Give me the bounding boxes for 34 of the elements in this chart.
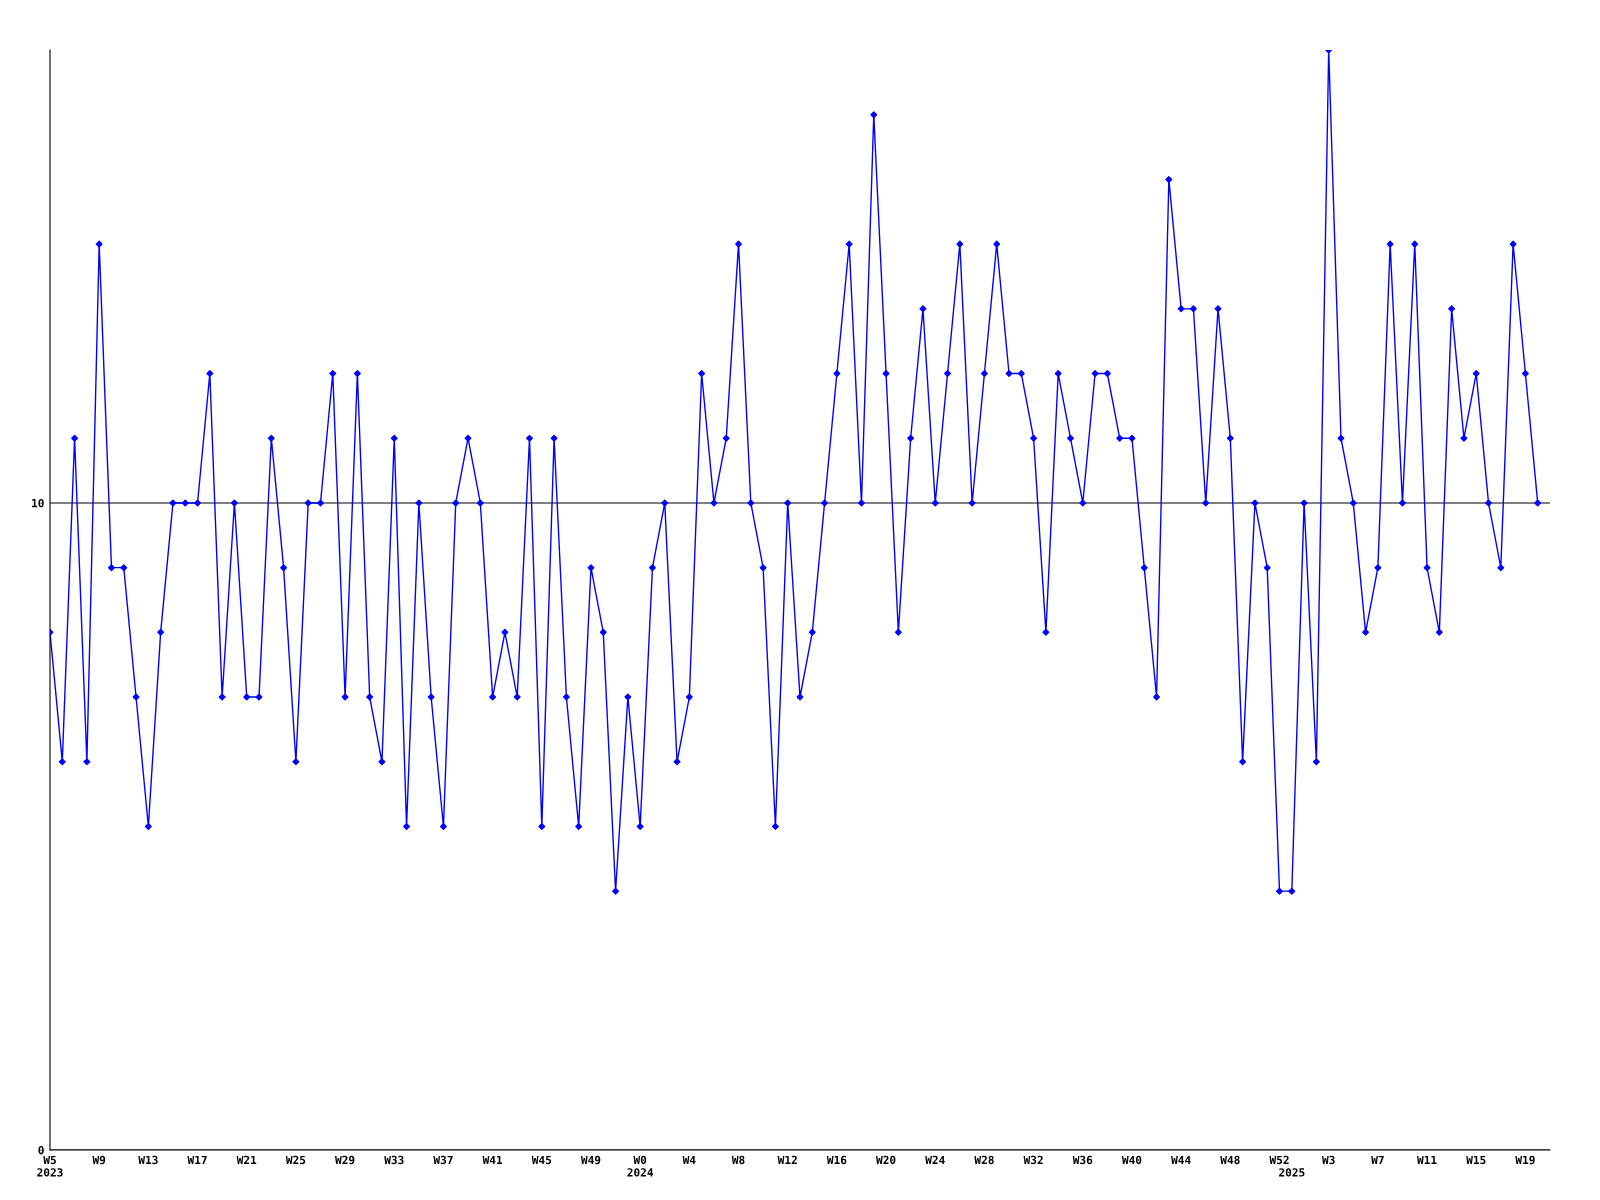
y-tick-label: 0 — [38, 1145, 44, 1155]
x-tick-label: 2025 — [1279, 1168, 1305, 1177]
x-tick-label: W5 2023 — [37, 1155, 63, 1177]
x-tick-label: W17 — [187, 1155, 207, 1164]
x-tick-label: W29 — [335, 1155, 355, 1165]
x-tick-label: W20 — [876, 1155, 896, 1165]
x-tick-label: W3 — [1322, 1155, 1335, 1165]
x-tick-label: W0 2024 — [627, 1155, 654, 1177]
x-tick-label: W13 — [138, 1155, 158, 1165]
x-tick-label: W7 — [1371, 1155, 1384, 1164]
x-tick-label: W44 — [1171, 1155, 1191, 1164]
x-tick-label: W16 — [826, 1155, 847, 1165]
x-tick-label: W11 — [1417, 1155, 1437, 1164]
x-tick-label: W21 — [236, 1155, 257, 1164]
x-tick-label: W15 — [1466, 1155, 1486, 1165]
x-tick-label: W33 — [384, 1155, 404, 1165]
x-tick-label: W8 — [731, 1155, 745, 1165]
y-tick-label: 10 — [32, 498, 44, 508]
x-tick-label: W19 — [1515, 1155, 1535, 1165]
x-tick-label: W36 — [1072, 1155, 1093, 1165]
x-tick-label: W49 — [580, 1155, 601, 1165]
x-tick-label: W52 — [1269, 1155, 1289, 1165]
x-tick-label: W4 — [682, 1155, 696, 1164]
x-tick-label: W48 — [1220, 1155, 1240, 1165]
x-tick-label: W32 — [1023, 1155, 1043, 1165]
x-tick-label: W9 — [92, 1155, 106, 1165]
x-tick-label: W45 — [531, 1155, 552, 1165]
x-tick-label: W25 — [285, 1155, 306, 1165]
x-tick-label: W12 — [777, 1155, 797, 1164]
x-tick-label: W28 — [974, 1155, 994, 1165]
x-tick-label: W40 — [1121, 1155, 1142, 1165]
x-tick-label: W24 — [925, 1155, 945, 1164]
x-tick-label: W41 — [482, 1155, 503, 1164]
x-tick-label: W37 — [433, 1155, 453, 1165]
